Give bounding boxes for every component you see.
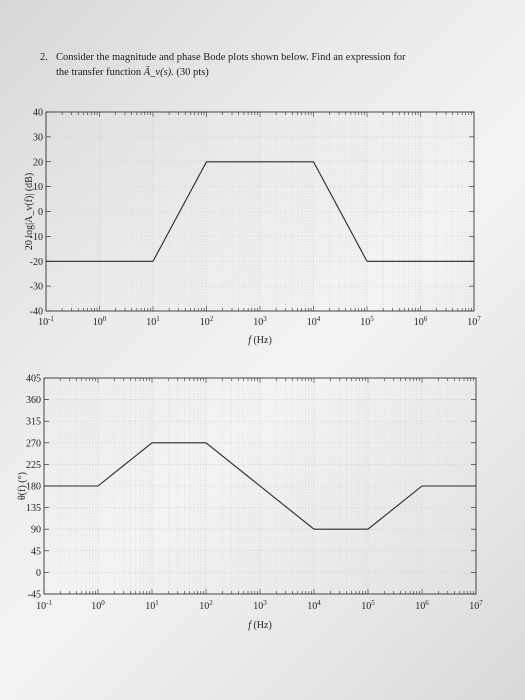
x-tick-label: 107 (467, 315, 481, 328)
y-tick-label: 0 (38, 207, 43, 218)
y-tick-label: 40 (33, 108, 43, 119)
question-number: 2. (40, 52, 48, 63)
question-line-2: the transfer function Ã_v(s). (30 pts) (40, 65, 480, 80)
y-tick-label: 270 (26, 438, 41, 449)
y-tick-label: 180 (26, 482, 41, 493)
x-tick-label: 104 (307, 599, 321, 612)
y-tick-label: 405 (26, 374, 41, 385)
transfer-function-symbol: Ã_v(s). (143, 67, 174, 78)
y-tick-label: 30 (33, 132, 43, 143)
x-tick-label: 102 (200, 315, 214, 328)
x-tick-label: 100 (91, 599, 105, 612)
x-tick-label: 105 (361, 599, 375, 612)
x-tick-label: 10-1 (38, 315, 54, 328)
question-statement: Consider the magnitude and phase Bode pl… (56, 52, 406, 63)
y-tick-label: -10 (30, 232, 43, 243)
question-tf-prefix: the transfer function (56, 67, 142, 78)
y-tick-label: 225 (26, 460, 41, 471)
x-tick-label: 103 (253, 599, 267, 612)
y-axis-label: θ(f) (°) (17, 472, 28, 500)
y-tick-label: 360 (26, 395, 41, 406)
y-tick-label: 0 (36, 568, 41, 579)
y-tick-label: -45 (28, 590, 41, 601)
x-axis-label: f (Hz) (248, 335, 272, 346)
x-tick-label: 102 (199, 599, 213, 612)
x-tick-label: 10-1 (36, 599, 52, 612)
y-tick-label: 135 (26, 503, 41, 514)
y-tick-label: -40 (30, 307, 43, 318)
y-tick-label: 45 (31, 546, 41, 557)
y-tick-label: 90 (31, 525, 41, 536)
x-axis-label: f (Hz) (248, 620, 272, 631)
y-tick-label: -30 (30, 282, 43, 293)
x-tick-label: 104 (307, 315, 321, 328)
y-axis-label: 20 log|A_v(f)| (dB) (24, 173, 35, 250)
y-tick-label: 20 (33, 157, 43, 168)
y-tick-label: 315 (26, 417, 41, 428)
x-tick-label: 107 (469, 599, 483, 612)
question-line-1: 2. Consider the magnitude and phase Bode … (40, 50, 480, 65)
x-tick-label: 101 (145, 599, 159, 612)
plot-frame (45, 111, 475, 312)
question-points: (30 pts) (176, 67, 209, 78)
series-line (46, 161, 474, 262)
x-tick-label: 106 (415, 599, 429, 612)
y-tick-label: 10 (33, 182, 43, 193)
x-tick-label: 105 (360, 315, 374, 328)
question-text: 2. Consider the magnitude and phase Bode … (40, 50, 480, 80)
x-tick-label: 100 (93, 315, 107, 328)
series-line (44, 442, 476, 530)
x-tick-label: 101 (146, 315, 160, 328)
y-tick-label: -20 (30, 257, 43, 268)
x-tick-label: 103 (253, 315, 267, 328)
x-tick-label: 106 (414, 315, 428, 328)
